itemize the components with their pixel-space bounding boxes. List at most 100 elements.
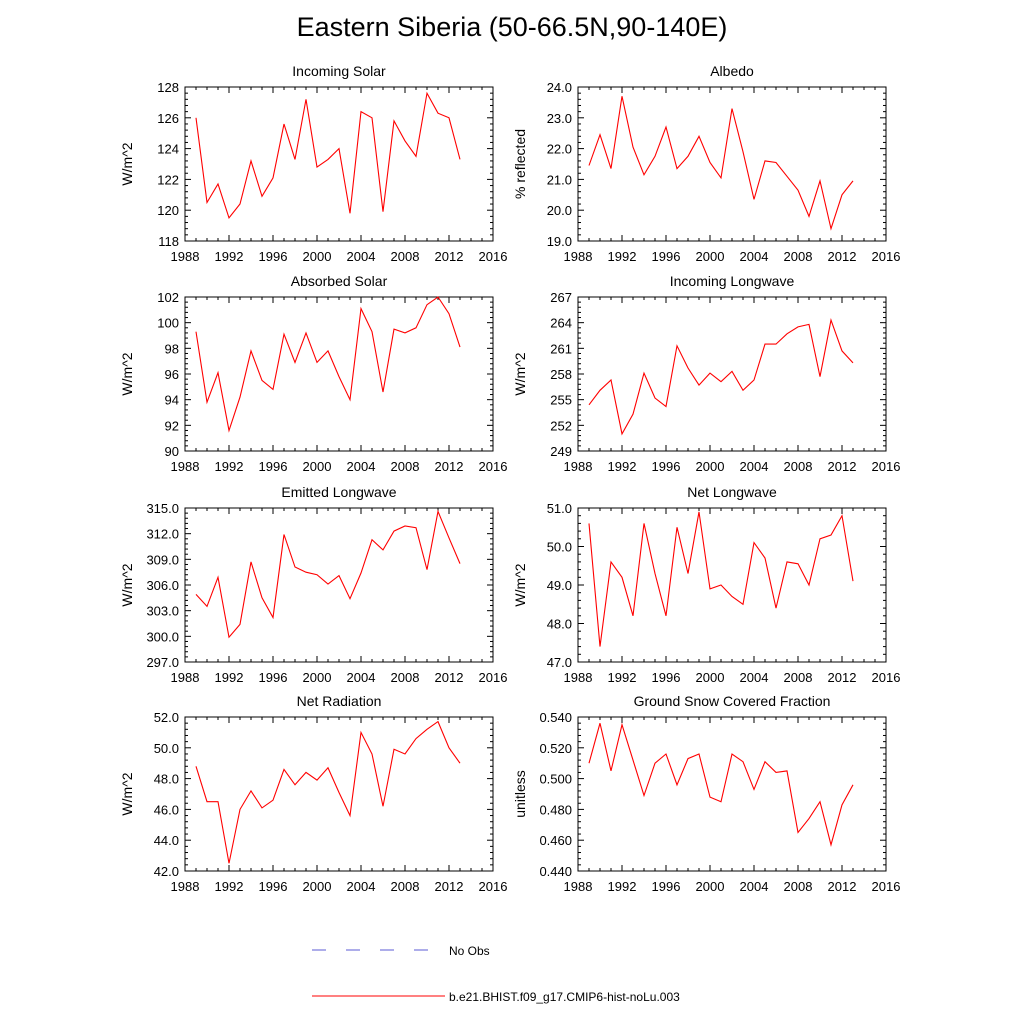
- y-tick-label: 49.0: [547, 578, 572, 593]
- y-axis-label: W/m^2: [119, 142, 135, 185]
- plot-frame: [184, 716, 494, 872]
- panel-title: Net Longwave: [687, 484, 777, 500]
- x-tick-label: 2012: [828, 459, 857, 474]
- chart-panel: Incoming Solar W/m^2 1988 1992 1996 2000 2004 2…: [119, 63, 507, 264]
- y-tick-label: 50.0: [547, 540, 572, 555]
- x-tick-label: 1988: [171, 459, 200, 474]
- x-tick-label: 1996: [652, 879, 681, 894]
- x-tick-label: 1996: [652, 249, 681, 264]
- chart-panel: Absorbed Solar W/m^2 1988 1992 1996 2000 2004 2…: [119, 273, 507, 474]
- y-tick-label: 100: [157, 316, 179, 331]
- x-tick-label: 2016: [872, 459, 901, 474]
- y-tick-label: 48.0: [547, 617, 572, 632]
- x-tick-label: 2000: [303, 459, 332, 474]
- x-tick-label: 2000: [696, 249, 725, 264]
- y-tick-label: 90: [165, 444, 179, 459]
- x-tick-label: 2016: [872, 879, 901, 894]
- plot-frame: [577, 716, 887, 872]
- x-tick-label: 2016: [479, 670, 508, 685]
- y-tick-label: 120: [157, 203, 179, 218]
- y-tick-label: 249: [550, 444, 572, 459]
- x-tick-label: 2004: [347, 670, 376, 685]
- y-tick-label: 118: [158, 234, 179, 249]
- x-tick-label: 1988: [171, 670, 200, 685]
- x-tick-label: 1988: [564, 879, 593, 894]
- y-axis-label: W/m^2: [512, 352, 528, 395]
- y-tick-label: 312.0: [146, 527, 179, 542]
- chart-panel: Ground Snow Covered Fraction unitless 1988…: [512, 693, 900, 894]
- plot-frame: [577, 296, 887, 452]
- x-tick-label: 1992: [215, 459, 244, 474]
- y-tick-label: 297.0: [146, 655, 179, 670]
- y-axis-label: W/m^2: [512, 563, 528, 606]
- x-tick-label: 2008: [391, 459, 420, 474]
- y-tick-label: 24.0: [547, 80, 572, 95]
- x-tick-label: 2012: [435, 670, 464, 685]
- panel-title: Ground Snow Covered Fraction: [634, 693, 831, 709]
- x-tick-label: 2012: [828, 879, 857, 894]
- plot-frame: [184, 296, 494, 452]
- y-tick-label: 51.0: [547, 501, 572, 516]
- x-tick-label: 1988: [564, 670, 593, 685]
- x-tick-label: 2000: [303, 879, 332, 894]
- x-tick-label: 1988: [564, 459, 593, 474]
- x-tick-label: 2004: [740, 249, 769, 264]
- y-tick-label: 21.0: [547, 172, 572, 187]
- x-tick-label: 2012: [435, 879, 464, 894]
- x-tick-label: 1992: [215, 249, 244, 264]
- panel-title: Incoming Longwave: [670, 273, 795, 289]
- legend-label: b.e21.BHIST.f09_g17.CMIP6-hist-noLu.003: [449, 990, 680, 1004]
- x-tick-label: 2000: [303, 249, 332, 264]
- y-tick-label: 50.0: [154, 741, 179, 756]
- y-axis-label: % reflected: [512, 129, 528, 199]
- x-tick-label: 2008: [784, 879, 813, 894]
- panel-title: Absorbed Solar: [291, 273, 388, 289]
- x-tick-label: 2000: [696, 879, 725, 894]
- y-tick-label: 47.0: [547, 655, 572, 670]
- series-line: [195, 720, 461, 864]
- y-tick-label: 124: [157, 142, 179, 157]
- y-tick-label: 267: [550, 290, 572, 305]
- y-tick-label: 252: [550, 418, 572, 433]
- y-tick-label: 102: [157, 290, 179, 305]
- panel-title: Net Radiation: [297, 693, 382, 709]
- series-line: [195, 509, 461, 639]
- y-tick-label: 0.440: [539, 864, 572, 879]
- y-tick-label: 96: [165, 367, 179, 382]
- x-tick-label: 2004: [740, 879, 769, 894]
- y-tick-label: 306.0: [146, 578, 179, 593]
- y-tick-label: 309.0: [146, 552, 179, 567]
- y-tick-label: 52.0: [154, 710, 179, 725]
- y-tick-label: 300.0: [146, 629, 179, 644]
- x-tick-label: 2004: [347, 459, 376, 474]
- x-tick-label: 1992: [608, 670, 637, 685]
- x-tick-label: 2008: [391, 670, 420, 685]
- y-tick-label: 0.480: [539, 802, 572, 817]
- x-tick-label: 1988: [171, 879, 200, 894]
- y-tick-label: 0.500: [539, 772, 572, 787]
- panel-title: Incoming Solar: [292, 63, 386, 79]
- y-tick-label: 98: [165, 341, 179, 356]
- series-line: [588, 511, 854, 647]
- x-tick-label: 2016: [872, 670, 901, 685]
- y-tick-label: 48.0: [154, 772, 179, 787]
- x-tick-label: 2016: [872, 249, 901, 264]
- y-tick-label: 23.0: [547, 111, 572, 126]
- x-tick-label: 1996: [259, 459, 288, 474]
- x-tick-label: 1992: [608, 459, 637, 474]
- x-tick-label: 1988: [171, 249, 200, 264]
- x-tick-label: 1992: [608, 249, 637, 264]
- x-tick-label: 2000: [696, 670, 725, 685]
- x-tick-label: 1996: [652, 459, 681, 474]
- x-tick-label: 2008: [391, 249, 420, 264]
- y-tick-label: 92: [165, 418, 179, 433]
- x-tick-label: 1992: [215, 670, 244, 685]
- y-axis-label: W/m^2: [119, 772, 135, 815]
- y-tick-label: 94: [165, 393, 179, 408]
- y-tick-label: 264: [550, 316, 572, 331]
- plot-frame: [184, 86, 494, 242]
- x-tick-label: 2000: [303, 670, 332, 685]
- y-tick-label: 46.0: [154, 802, 179, 817]
